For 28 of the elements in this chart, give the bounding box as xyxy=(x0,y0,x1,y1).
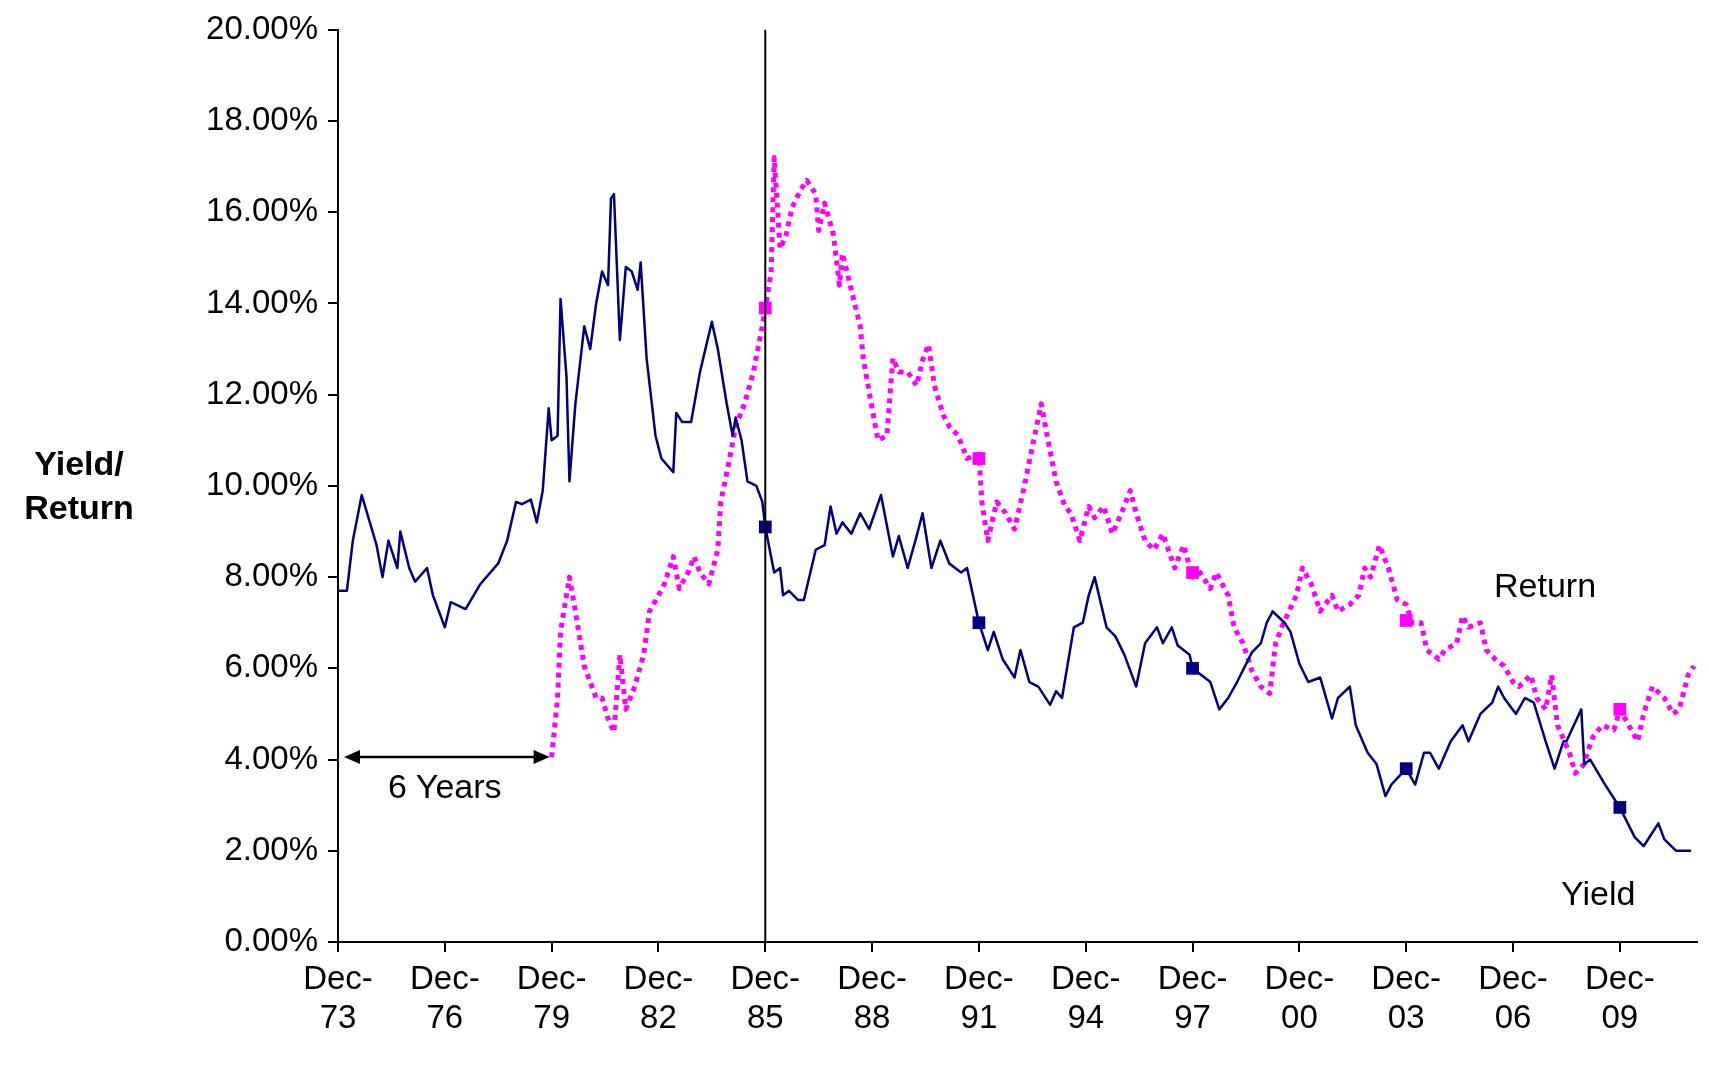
annotation: 6 Years xyxy=(388,766,502,805)
y-tick-label: 18.00% xyxy=(206,100,318,138)
x-tick-label: Dec-94 xyxy=(1050,958,1121,1036)
y-tick-label: 12.00% xyxy=(206,373,318,411)
x-tick-label: Dec-97 xyxy=(1157,958,1228,1036)
x-tick-label: Dec-00 xyxy=(1264,958,1335,1036)
y-tick-label: 8.00% xyxy=(224,556,318,594)
x-tick-label: Dec-06 xyxy=(1478,958,1548,1036)
x-tick-label: Dec-03 xyxy=(1371,958,1442,1036)
x-tick-label: Dec-88 xyxy=(837,958,907,1036)
x-tick-label: Dec-85 xyxy=(730,958,801,1036)
y-tick-label: 10.00% xyxy=(206,464,318,502)
y-tick-label: 20.00% xyxy=(206,8,318,46)
x-tick-label: Dec-79 xyxy=(516,958,587,1036)
y-tick-label: 2.00% xyxy=(224,829,318,867)
y-tick-label: 14.00% xyxy=(206,282,318,320)
series-label: Return xyxy=(1494,566,1597,605)
x-tick-label: Dec-82 xyxy=(623,958,694,1036)
y-tick-label: 16.00% xyxy=(206,191,318,229)
x-tick-label: Dec-91 xyxy=(944,958,1014,1036)
x-tick-label: Dec-73 xyxy=(303,958,373,1036)
x-tick-label: Dec-09 xyxy=(1585,958,1655,1036)
y-tick-label: 0.00% xyxy=(224,921,318,959)
y-axis-title: Yield/ Return xyxy=(23,442,135,529)
x-tick-label: Dec-76 xyxy=(409,958,480,1036)
y-tick-label: 4.00% xyxy=(224,738,318,776)
y-tick-label: 6.00% xyxy=(224,647,318,685)
series-label: Yield xyxy=(1561,874,1636,913)
